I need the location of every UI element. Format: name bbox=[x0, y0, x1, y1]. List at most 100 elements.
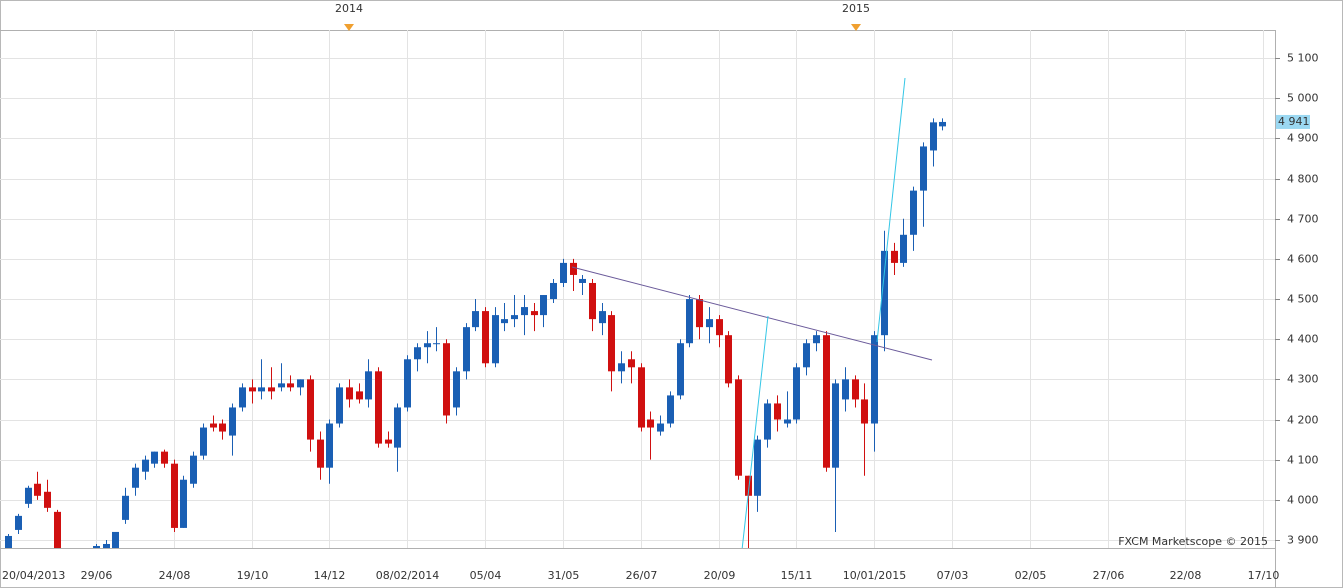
x-tick-label: 27/06 bbox=[1093, 569, 1125, 582]
candle-body bbox=[871, 335, 878, 424]
y-tick-label: 4 300 bbox=[1287, 373, 1319, 386]
candle-body bbox=[132, 467, 139, 488]
candle-body bbox=[443, 343, 450, 416]
candle-body bbox=[900, 234, 907, 263]
candle-body bbox=[920, 146, 927, 191]
candle-body bbox=[394, 407, 401, 448]
x-tick-label: 14/12 bbox=[314, 569, 346, 582]
candle-body bbox=[716, 319, 723, 336]
candle-body bbox=[492, 315, 499, 364]
candle-body bbox=[278, 383, 285, 388]
candle-body bbox=[210, 423, 217, 428]
x-tick-label: 02/05 bbox=[1015, 569, 1047, 582]
candle-body bbox=[764, 403, 771, 440]
candle-body bbox=[647, 419, 654, 428]
candle-body bbox=[229, 407, 236, 436]
candle-body bbox=[696, 299, 703, 328]
candle-body bbox=[472, 311, 479, 328]
candle-body bbox=[365, 371, 372, 400]
trend-line bbox=[876, 77, 906, 343]
y-tick-label: 4 200 bbox=[1287, 414, 1319, 427]
candle-body bbox=[784, 419, 791, 424]
candle-body bbox=[735, 379, 742, 476]
drawings bbox=[571, 77, 933, 548]
candle-body bbox=[463, 327, 470, 372]
candle-body bbox=[5, 535, 12, 548]
candle-body bbox=[151, 451, 158, 464]
candle-body bbox=[832, 383, 839, 468]
x-tick-label: 08/02/2014 bbox=[376, 569, 439, 582]
y-tick-label: 4 500 bbox=[1287, 293, 1319, 306]
y-tick-label: 5 100 bbox=[1287, 52, 1319, 65]
candle-body bbox=[930, 122, 937, 151]
candle-body bbox=[219, 423, 226, 432]
watermark: FXCM Marketscope © 2015 bbox=[1118, 535, 1268, 548]
year-marker: 2015 bbox=[842, 2, 870, 15]
x-tick-label: 17/10 bbox=[1248, 569, 1280, 582]
last-price-label: 4 941 bbox=[1278, 115, 1310, 128]
candle-body bbox=[346, 387, 353, 400]
candle-body bbox=[861, 399, 868, 424]
x-tick-label: 05/04 bbox=[470, 569, 502, 582]
candle-body bbox=[823, 335, 830, 468]
y-tick-label: 4 600 bbox=[1287, 253, 1319, 266]
candle-body bbox=[589, 282, 596, 320]
candle-body bbox=[414, 347, 421, 360]
candle-body bbox=[774, 403, 781, 420]
candle-body bbox=[881, 250, 888, 336]
y-tick-label: 4 800 bbox=[1287, 173, 1319, 186]
candle-body bbox=[618, 363, 625, 372]
candle-body bbox=[725, 335, 732, 384]
candle-body bbox=[239, 387, 246, 408]
candle-body bbox=[200, 427, 207, 456]
candle-body bbox=[25, 487, 32, 504]
y-tick-label: 3 900 bbox=[1287, 534, 1319, 547]
candle-body bbox=[560, 262, 567, 283]
candle-body bbox=[706, 319, 713, 328]
candle-body bbox=[939, 121, 946, 127]
candle-body bbox=[754, 439, 761, 496]
x-tick-label: 22/08 bbox=[1170, 569, 1202, 582]
candle-body bbox=[599, 311, 606, 324]
candle-body bbox=[122, 495, 129, 520]
candle-body bbox=[521, 307, 528, 316]
candle-body bbox=[112, 531, 119, 548]
candle-body bbox=[531, 311, 538, 316]
x-tick-label: 29/06 bbox=[81, 569, 113, 582]
candle-body bbox=[15, 515, 22, 530]
candle-body bbox=[297, 379, 304, 388]
y-tick-label: 4 900 bbox=[1287, 132, 1319, 145]
x-tick-label: 24/08 bbox=[159, 569, 191, 582]
candle-body bbox=[190, 455, 197, 484]
candle-body bbox=[171, 463, 178, 528]
candle-body bbox=[287, 383, 294, 388]
year-marker-icon bbox=[851, 24, 861, 31]
candle-body bbox=[482, 311, 489, 364]
candle-body bbox=[161, 451, 168, 464]
candle-body bbox=[385, 439, 392, 444]
candle-body bbox=[268, 387, 275, 392]
year-marker-icon bbox=[344, 24, 354, 31]
y-tick-label: 4 400 bbox=[1287, 333, 1319, 346]
candle-body bbox=[803, 343, 810, 368]
candle-body bbox=[453, 371, 460, 408]
candle-body bbox=[336, 387, 343, 424]
candle-body bbox=[579, 278, 586, 283]
last-price-box bbox=[1276, 114, 1310, 129]
trend-line bbox=[741, 315, 769, 548]
candle-body bbox=[142, 459, 149, 472]
candle-body bbox=[686, 299, 693, 344]
candle-body bbox=[550, 282, 557, 300]
candle-body bbox=[608, 315, 615, 372]
x-tick-label: 20/09 bbox=[704, 569, 736, 582]
candle-body bbox=[638, 367, 645, 428]
x-tick-label: 15/11 bbox=[781, 569, 813, 582]
candle-body bbox=[570, 262, 577, 275]
x-tick-label: 10/01/2015 bbox=[843, 569, 906, 582]
candle-body bbox=[307, 379, 314, 440]
x-tick-label: 31/05 bbox=[548, 569, 580, 582]
y-tick-label: 4 100 bbox=[1287, 454, 1319, 467]
candle-body bbox=[793, 367, 800, 420]
candle-body bbox=[813, 335, 820, 344]
